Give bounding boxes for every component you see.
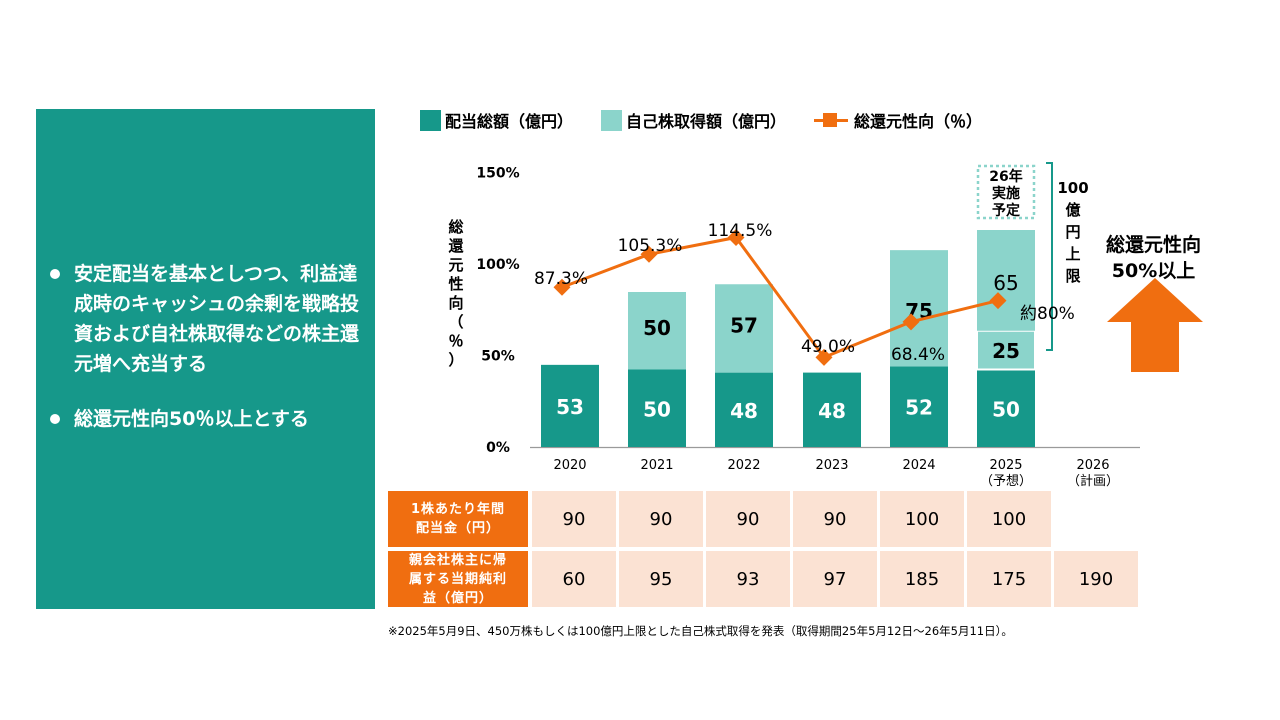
policy-bullet-2: 総還元性向50％以上とする: [48, 404, 367, 434]
bracket-label: 億: [1065, 201, 1080, 219]
up-arrow-icon: [1107, 278, 1203, 372]
bar-dividend: [977, 369, 1035, 447]
table-cell: 95: [619, 551, 703, 607]
planned-box-label: 26年: [989, 168, 1022, 185]
y-tick-label: 150%: [476, 166, 519, 182]
bar-buyback-planned: [977, 230, 1035, 331]
bar-dividend: [715, 372, 773, 447]
bar-dividend-label: 50: [643, 397, 671, 421]
bar-dividend-label: 48: [818, 399, 846, 423]
payout-line: [561, 235, 999, 360]
payout-label: 87.3%: [534, 269, 588, 289]
bar-buyback: [628, 292, 686, 370]
payout-label: 105.3%: [618, 236, 683, 256]
bar-dividend-label: 52: [905, 396, 933, 420]
y-tick-label: 0%: [486, 440, 510, 456]
bar-buyback-label: 50: [643, 316, 671, 340]
bar-dividend: [803, 372, 861, 447]
x-tick-label: 2022: [727, 458, 760, 473]
bar-buyback: [890, 250, 948, 367]
policy-list: 安定配当を基本としつつ、利益達成時のキャッシュの余剰を戦略投資および自社株取得な…: [48, 259, 367, 434]
legend-buyback: 自己株取得額（億円）: [601, 108, 786, 132]
legend-dividend-label: 配当総額（億円）: [445, 112, 574, 131]
policy-bullet-1: 安定配当を基本としつつ、利益達成時のキャッシュの余剰を戦略投資および自社株取得な…: [48, 259, 367, 379]
payout-marker: [727, 228, 745, 246]
bracket-line: [1046, 162, 1053, 351]
payout-label: 49.0%: [801, 337, 855, 357]
bar-dividend-label: 48: [730, 399, 758, 423]
legend-buyback-label: 自己株取得額（億円）: [626, 112, 787, 131]
table-cell: 60: [532, 551, 616, 607]
policy-panel: 安定配当を基本としつつ、利益達成時のキャッシュの余剰を戦略投資および自社株取得な…: [36, 109, 375, 609]
legend-payout: 総還元性向（％）: [814, 108, 982, 132]
x-tick-label: 2023: [815, 458, 848, 473]
table-cell: 190: [1054, 551, 1138, 607]
footnote: ※2025年5月9日、450万株もしくは100億円上限とした自己株式取得を発表（…: [388, 624, 1013, 638]
bracket-label: 100: [1057, 179, 1088, 197]
x-tick-label: 2026: [1076, 458, 1109, 473]
bar-dividend: [541, 364, 599, 447]
bar-dividend: [890, 366, 948, 447]
y-tick-label: 100%: [476, 257, 519, 273]
x-tick-sublabel: （計画）: [1067, 473, 1119, 489]
row-header-net-income: 親会社株主に帰 属する当期純利 益（億円）: [388, 551, 528, 607]
row-header-dividend-per-share: 1株あたり年間 配当金（円）: [388, 491, 528, 547]
planned-box-label: 実施: [992, 185, 1020, 202]
table-cell: 90: [706, 491, 790, 547]
table-row: 親会社株主に帰 属する当期純利 益（億円） 60 95 93 97 185 17…: [388, 551, 1141, 607]
legend-dividend: 配当総額（億円）: [420, 108, 573, 132]
bar-buyback-label: 57: [730, 313, 758, 337]
table-row: 1株あたり年間 配当金（円） 90 90 90 90 100 100: [388, 491, 1141, 547]
target-payout-label: 総還元性向50%以上: [1105, 234, 1201, 282]
payout-marker: [553, 278, 571, 296]
y-axis-title: 総還元性向（％）: [448, 218, 464, 369]
x-tick-label: 2020: [553, 458, 586, 473]
bar-dividend-label: 50: [992, 397, 1020, 421]
bracket-label: 上: [1065, 245, 1080, 263]
legend-buyback-swatch: [601, 109, 623, 131]
legend-payout-label: 総還元性向（％）: [854, 112, 983, 131]
bar-dividend: [628, 369, 686, 447]
table-cell-empty: [1054, 491, 1138, 547]
bar-buyback: [976, 329, 1036, 371]
legend-dividend-swatch: [420, 109, 441, 131]
payout-label: 約80%: [1020, 304, 1075, 324]
table-cell: 93: [706, 551, 790, 607]
bar-dividend-label: 53: [556, 395, 584, 419]
table-cell: 100: [880, 491, 964, 547]
payout-marker: [640, 245, 658, 263]
table-cell: 90: [532, 491, 616, 547]
bar-buyback-label: 25: [992, 339, 1020, 363]
table-cell: 100: [967, 491, 1051, 547]
y-tick-label: 50%: [481, 349, 515, 365]
bar-buyback-planned-label: 65: [993, 271, 1018, 295]
x-tick-sublabel: （予想）: [980, 473, 1032, 489]
x-tick-label: 2024: [902, 458, 935, 473]
payout-marker: [815, 348, 833, 366]
planned-box-label: 予定: [992, 202, 1020, 219]
financial-table: 1株あたり年間 配当金（円） 90 90 90 90 100 100 親会社株主…: [388, 491, 1141, 611]
payout-label: 114.5%: [708, 221, 773, 241]
payout-marker: [902, 313, 920, 331]
table-cell: 185: [880, 551, 964, 607]
bracket-label: 円: [1065, 223, 1080, 241]
table-cell: 90: [793, 491, 877, 547]
table-cell: 175: [967, 551, 1051, 607]
bar-buyback: [715, 284, 773, 373]
x-tick-label: 2025: [989, 458, 1022, 473]
bracket-label: 限: [1065, 267, 1080, 285]
payout-marker: [989, 292, 1007, 310]
chart-legend: 配当総額（億円） 自己株取得額（億円） 総還元性向（％）: [420, 106, 1010, 134]
payout-label: 68.4%: [891, 345, 945, 365]
table-cell: 97: [793, 551, 877, 607]
legend-payout-swatch: [814, 110, 849, 130]
table-cell: 90: [619, 491, 703, 547]
x-tick-label: 2021: [640, 458, 673, 473]
